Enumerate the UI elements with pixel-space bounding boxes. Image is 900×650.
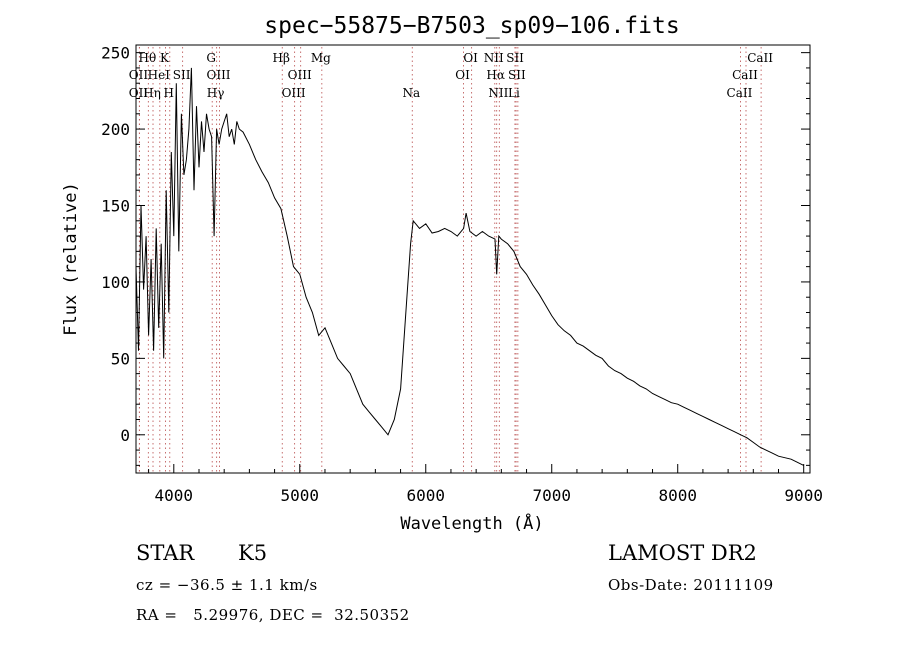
spectral-line-label: SII xyxy=(508,68,526,82)
spectral-line-label: Li xyxy=(508,86,520,100)
y-tick-label: 200 xyxy=(101,120,130,139)
spectrum-line xyxy=(135,67,804,466)
y-tick-label: 100 xyxy=(101,273,130,292)
y-axis-label: Flux (relative) xyxy=(61,182,81,336)
x-axis-label: Wavelength (Å) xyxy=(400,512,543,534)
spectral-line-label: OI xyxy=(455,68,470,82)
survey-name: LAMOST DR2 xyxy=(608,541,757,565)
spectral-line-label: OIII xyxy=(206,68,230,82)
spectral-line-label: Hη xyxy=(143,86,161,100)
spectral-line-label: SII xyxy=(173,68,191,82)
coordinates: RA = 5.29976, DEC = 32.50352 xyxy=(136,606,410,624)
spectral-line-label: Hγ xyxy=(207,86,225,100)
plot-frame xyxy=(135,44,811,474)
x-tick-label: 6000 xyxy=(406,486,445,505)
spectral-line-label: H xyxy=(164,86,174,100)
x-tick-label: 7000 xyxy=(532,486,571,505)
y-tick-label: 150 xyxy=(101,197,130,216)
y-tick-label: 50 xyxy=(111,349,130,368)
spectral-line-label: SII xyxy=(506,51,524,65)
spectral-line-label: Na xyxy=(402,86,420,100)
spectral-line-label: OII xyxy=(129,68,149,82)
x-tick-label: 8000 xyxy=(658,486,697,505)
object-subclass: K5 xyxy=(238,541,268,565)
spectral-line-label: Hβ xyxy=(273,51,290,65)
spectral-line-label: CaII xyxy=(732,68,758,82)
x-tick-label: 5000 xyxy=(281,486,320,505)
spectral-line-label: G xyxy=(206,51,216,65)
x-tick-label: 4000 xyxy=(155,486,194,505)
spectral-line-markers xyxy=(138,47,762,473)
spectral-line-label: HeI xyxy=(148,68,171,82)
x-axis-ticks: 4000 5000 6000 7000 8000 9000 xyxy=(148,464,823,505)
object-class: STAR xyxy=(136,541,195,565)
y-tick-label: 250 xyxy=(101,44,130,63)
y-axis-ticks: 0 50 100 150 200 250 xyxy=(101,44,810,466)
spectral-line-label: OI xyxy=(463,51,478,65)
spectral-line-label: OIII xyxy=(288,68,312,82)
spectral-line-label: Mg xyxy=(311,51,331,65)
y-tick-label: 0 xyxy=(120,426,130,445)
spectral-line-label: K xyxy=(160,51,170,65)
chart-title: spec−55875−B7503_sp09−106.fits xyxy=(264,13,679,39)
spectral-line-label: CaII xyxy=(747,51,773,65)
obs-date: Obs-Date: 20111109 xyxy=(608,576,774,594)
spectral-line-label: Hθ xyxy=(138,51,156,65)
spectral-line-label: OIII xyxy=(282,86,306,100)
spectral-line-label: Hα xyxy=(486,68,505,82)
spectral-line-label: OII xyxy=(129,86,149,100)
redshift-text: cz = −36.5 ± 1.1 km/s xyxy=(136,576,318,594)
spectral-line-label: NII xyxy=(488,86,508,100)
spectral-line-label: CaII xyxy=(727,86,753,100)
spectral-line-label: NII xyxy=(484,51,504,65)
x-tick-label: 9000 xyxy=(784,486,823,505)
